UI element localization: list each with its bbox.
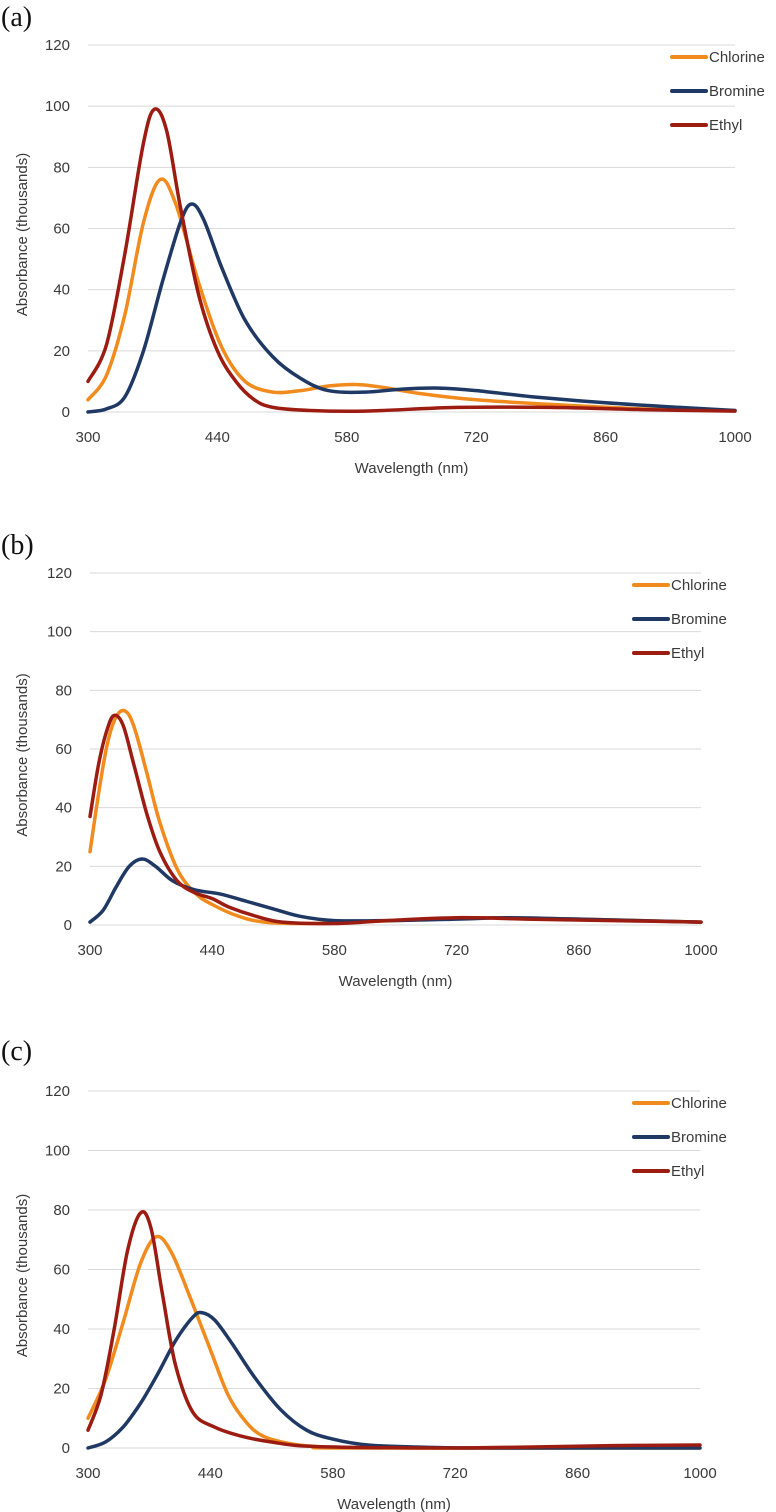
series-line-chlorine-a bbox=[86, 177, 737, 413]
x-axis-title-b: Wavelength (nm) bbox=[339, 973, 453, 990]
panel-label-c: (c) bbox=[1, 1036, 32, 1067]
chart-panel-a: (a) 0 20 40 60 80 100 120 300 440 580 720 860 1000 Wav… bbox=[1, 2, 765, 477]
x-tick-label-c-860: 860 bbox=[565, 1465, 590, 1482]
series-line-chlorine-c bbox=[86, 1234, 702, 1450]
legend-label-ethyl-a: Ethyl bbox=[709, 117, 742, 134]
legend-label-ethyl-b: Ethyl bbox=[671, 645, 704, 662]
series-group-b bbox=[88, 708, 703, 926]
y-tick-label-b-120: 120 bbox=[47, 565, 72, 582]
x-tick-label-c-720: 720 bbox=[443, 1465, 468, 1482]
series-line-ethyl-a bbox=[86, 107, 737, 414]
y-tick-label-c-0: 0 bbox=[62, 1440, 70, 1457]
x-tick-label-c-1000: 1000 bbox=[683, 1465, 716, 1482]
x-axis-title-a: Wavelength (nm) bbox=[355, 460, 469, 477]
y-tick-label-b-80: 80 bbox=[55, 682, 72, 699]
series-line-ethyl-b bbox=[88, 713, 703, 926]
y-tick-label-c-20: 20 bbox=[53, 1381, 70, 1398]
series-line-bromine-b bbox=[88, 857, 703, 924]
x-tick-label-b-1000: 1000 bbox=[684, 942, 717, 959]
x-tick-label-b-300: 300 bbox=[77, 942, 102, 959]
chart-panel-b: (b) 0 20 40 60 80 100 120 300 440 580 720 860 1000 Wav… bbox=[1, 530, 727, 990]
y-tick-label-c-80: 80 bbox=[53, 1202, 70, 1219]
y-tick-label-a-100: 100 bbox=[45, 98, 70, 115]
legend-label-bromine-c: Bromine bbox=[671, 1129, 727, 1146]
legend-label-chlorine-c: Chlorine bbox=[671, 1095, 727, 1112]
y-tick-label-a-60: 60 bbox=[53, 221, 70, 238]
y-tick-label-b-20: 20 bbox=[55, 858, 72, 875]
legend-label-bromine-b: Bromine bbox=[671, 611, 727, 628]
y-tick-label-b-0: 0 bbox=[64, 917, 72, 934]
x-tick-label-a-440: 440 bbox=[205, 429, 230, 446]
y-tick-label-c-100: 100 bbox=[45, 1143, 70, 1160]
y-tick-label-b-60: 60 bbox=[55, 741, 72, 758]
series-group-a bbox=[86, 107, 737, 414]
x-tick-label-a-300: 300 bbox=[75, 429, 100, 446]
series-group-c bbox=[86, 1210, 702, 1450]
y-tick-label-a-80: 80 bbox=[53, 159, 70, 176]
panel-label-b: (b) bbox=[1, 530, 34, 561]
x-tick-label-b-440: 440 bbox=[200, 942, 225, 959]
x-tick-label-a-1000: 1000 bbox=[718, 429, 751, 446]
y-axis-title-c: Absorbance (thousands) bbox=[14, 1194, 31, 1357]
y-tick-label-a-0: 0 bbox=[62, 404, 70, 421]
y-tick-label-a-40: 40 bbox=[53, 282, 70, 299]
x-tick-label-b-720: 720 bbox=[444, 942, 469, 959]
x-tick-label-c-300: 300 bbox=[75, 1465, 100, 1482]
y-tick-label-b-40: 40 bbox=[55, 800, 72, 817]
legend-label-chlorine-a: Chlorine bbox=[709, 49, 765, 66]
series-line-bromine-a bbox=[86, 202, 737, 414]
legend-label-chlorine-b: Chlorine bbox=[671, 577, 727, 594]
y-tick-label-a-20: 20 bbox=[53, 343, 70, 360]
x-tick-label-a-860: 860 bbox=[593, 429, 618, 446]
x-tick-label-c-440: 440 bbox=[198, 1465, 223, 1482]
legend-label-bromine-a: Bromine bbox=[709, 83, 765, 100]
x-tick-label-a-580: 580 bbox=[334, 429, 359, 446]
y-axis-title-a: Absorbance (thousands) bbox=[14, 153, 31, 316]
y-tick-label-c-40: 40 bbox=[53, 1321, 70, 1338]
x-axis-title-c: Wavelength (nm) bbox=[337, 1496, 451, 1512]
legend-label-ethyl-c: Ethyl bbox=[671, 1163, 704, 1180]
y-tick-label-c-60: 60 bbox=[53, 1262, 70, 1279]
y-tick-label-b-100: 100 bbox=[47, 624, 72, 641]
x-tick-label-c-580: 580 bbox=[320, 1465, 345, 1482]
chart-panel-c: (c) 0 20 40 60 80 100 120 300 440 580 720 860 1000 Wav… bbox=[1, 1036, 727, 1512]
x-tick-label-b-860: 860 bbox=[566, 942, 591, 959]
x-tick-label-a-720: 720 bbox=[464, 429, 489, 446]
series-line-chlorine-b bbox=[88, 708, 703, 926]
series-line-ethyl-c bbox=[86, 1210, 702, 1450]
x-tick-label-b-580: 580 bbox=[322, 942, 347, 959]
y-axis-title-b: Absorbance (thousands) bbox=[14, 673, 31, 836]
y-tick-label-a-120: 120 bbox=[45, 37, 70, 54]
y-tick-label-c-120: 120 bbox=[45, 1083, 70, 1100]
panel-label-a: (a) bbox=[1, 2, 32, 33]
